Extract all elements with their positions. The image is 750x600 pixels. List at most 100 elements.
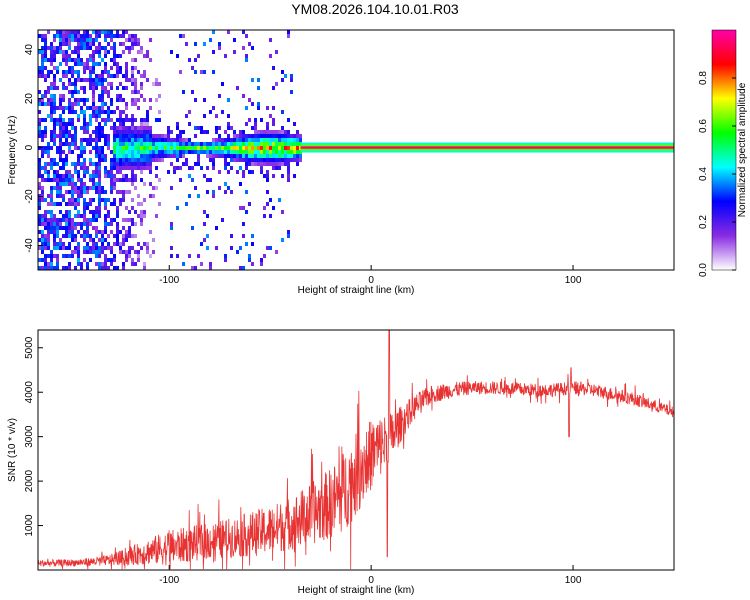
heatmap-cell [248,258,251,262]
heatmap-cell [137,214,140,218]
heatmap-cell [197,194,200,198]
heatmap-cell [239,134,242,138]
heatmap-cell [143,142,146,146]
heatmap-cell [44,258,47,262]
heatmap-cell [122,226,125,230]
heatmap-cell [98,166,101,170]
heatmap-cell [215,246,218,250]
heatmap-cell [224,258,227,262]
heatmap-cell [62,58,65,62]
heatmap-cell [77,158,80,162]
heatmap-cell [182,150,185,154]
heatmap-cell [149,166,152,170]
heatmap-cell [104,254,107,258]
heatmap-cell [128,126,131,130]
heatmap-cell [68,178,71,182]
heatmap-cell [113,74,116,78]
heatmap-cell [59,118,62,122]
heatmap-cell [44,218,47,222]
heatmap-cell [287,130,290,134]
heatmap-cell [44,42,47,46]
heatmap-cell [83,78,86,82]
heatmap-cell [137,126,140,130]
heatmap-cell [131,234,134,238]
heatmap-cell [38,202,41,206]
heatmap-cell [293,138,296,142]
heatmap-cell [50,138,53,142]
heatmap-cell [287,170,290,174]
heatmap-cell [227,150,230,154]
heatmap-cell [125,86,128,90]
heatmap-cell [215,146,218,150]
heatmap-cell [59,126,62,130]
heatmap-cell [170,222,173,226]
heatmap-cell [269,154,272,158]
heatmap-cell [86,170,89,174]
heatmap-cell [146,150,149,154]
heatmap-cell [245,134,248,138]
heatmap-cell [59,150,62,154]
heatmap-cell [128,34,131,38]
heatmap-cell [50,210,53,214]
heatmap-cell [167,126,170,130]
heatmap-cell [95,34,98,38]
heatmap-cell [191,146,194,150]
heatmap-cell [167,150,170,154]
heatmap-cell [101,98,104,102]
heatmap-cell [77,254,80,258]
heatmap-cell [281,126,284,130]
heatmap-cell [146,250,149,254]
heatmap-cell [290,158,293,162]
heatmap-cell [38,258,41,262]
heatmap-cell [68,102,71,106]
heatmap-cell [83,86,86,90]
heatmap-cell [215,150,218,154]
heatmap-cell [116,66,119,70]
heatmap-cell [98,94,101,98]
heatmap-cell [161,146,164,150]
heatmap-cell [137,154,140,158]
heatmap-cell [248,98,251,102]
heatmap-cell [116,62,119,66]
heatmap-cell [143,198,146,202]
heatmap-cell [98,254,101,258]
heatmap-cell [44,46,47,50]
heatmap-cell [107,90,110,94]
heatmap-cell [188,146,191,150]
heatmap-cell [230,190,233,194]
heatmap-cell [65,34,68,38]
heatmap-cell [134,86,137,90]
heatmap-cell [44,78,47,82]
heatmap-cell [125,38,128,42]
heatmap-cell [248,158,251,162]
heatmap-cell [74,98,77,102]
heatmap-cell [77,90,80,94]
heatmap-cell [71,90,74,94]
heatmap-cell [155,146,158,150]
heatmap-cell [92,42,95,46]
heatmap-cell [107,266,110,270]
heatmap-cell [272,162,275,166]
heatmap-cell [122,190,125,194]
heatmap-cell [239,130,242,134]
heatmap-cell [140,246,143,250]
heatmap-cell [146,142,149,146]
heatmap-cell [68,198,71,202]
heatmap-cell [272,122,275,126]
heatmap-cell [131,206,134,210]
x-tick-label: 0 [368,275,374,286]
heatmap-cell [98,82,101,86]
heatmap-cell [155,82,158,86]
heatmap-cell [89,122,92,126]
heatmap-cell [116,106,119,110]
heatmap-cell [272,158,275,162]
heatmap-cell [80,38,83,42]
heatmap-cell [122,198,125,202]
heatmap-cell [116,234,119,238]
heatmap-cell [77,78,80,82]
heatmap-cell [242,134,245,138]
heatmap-cell [137,250,140,254]
heatmap-cell [266,190,269,194]
heatmap-cell [41,138,44,142]
heatmap-cell [83,110,86,114]
